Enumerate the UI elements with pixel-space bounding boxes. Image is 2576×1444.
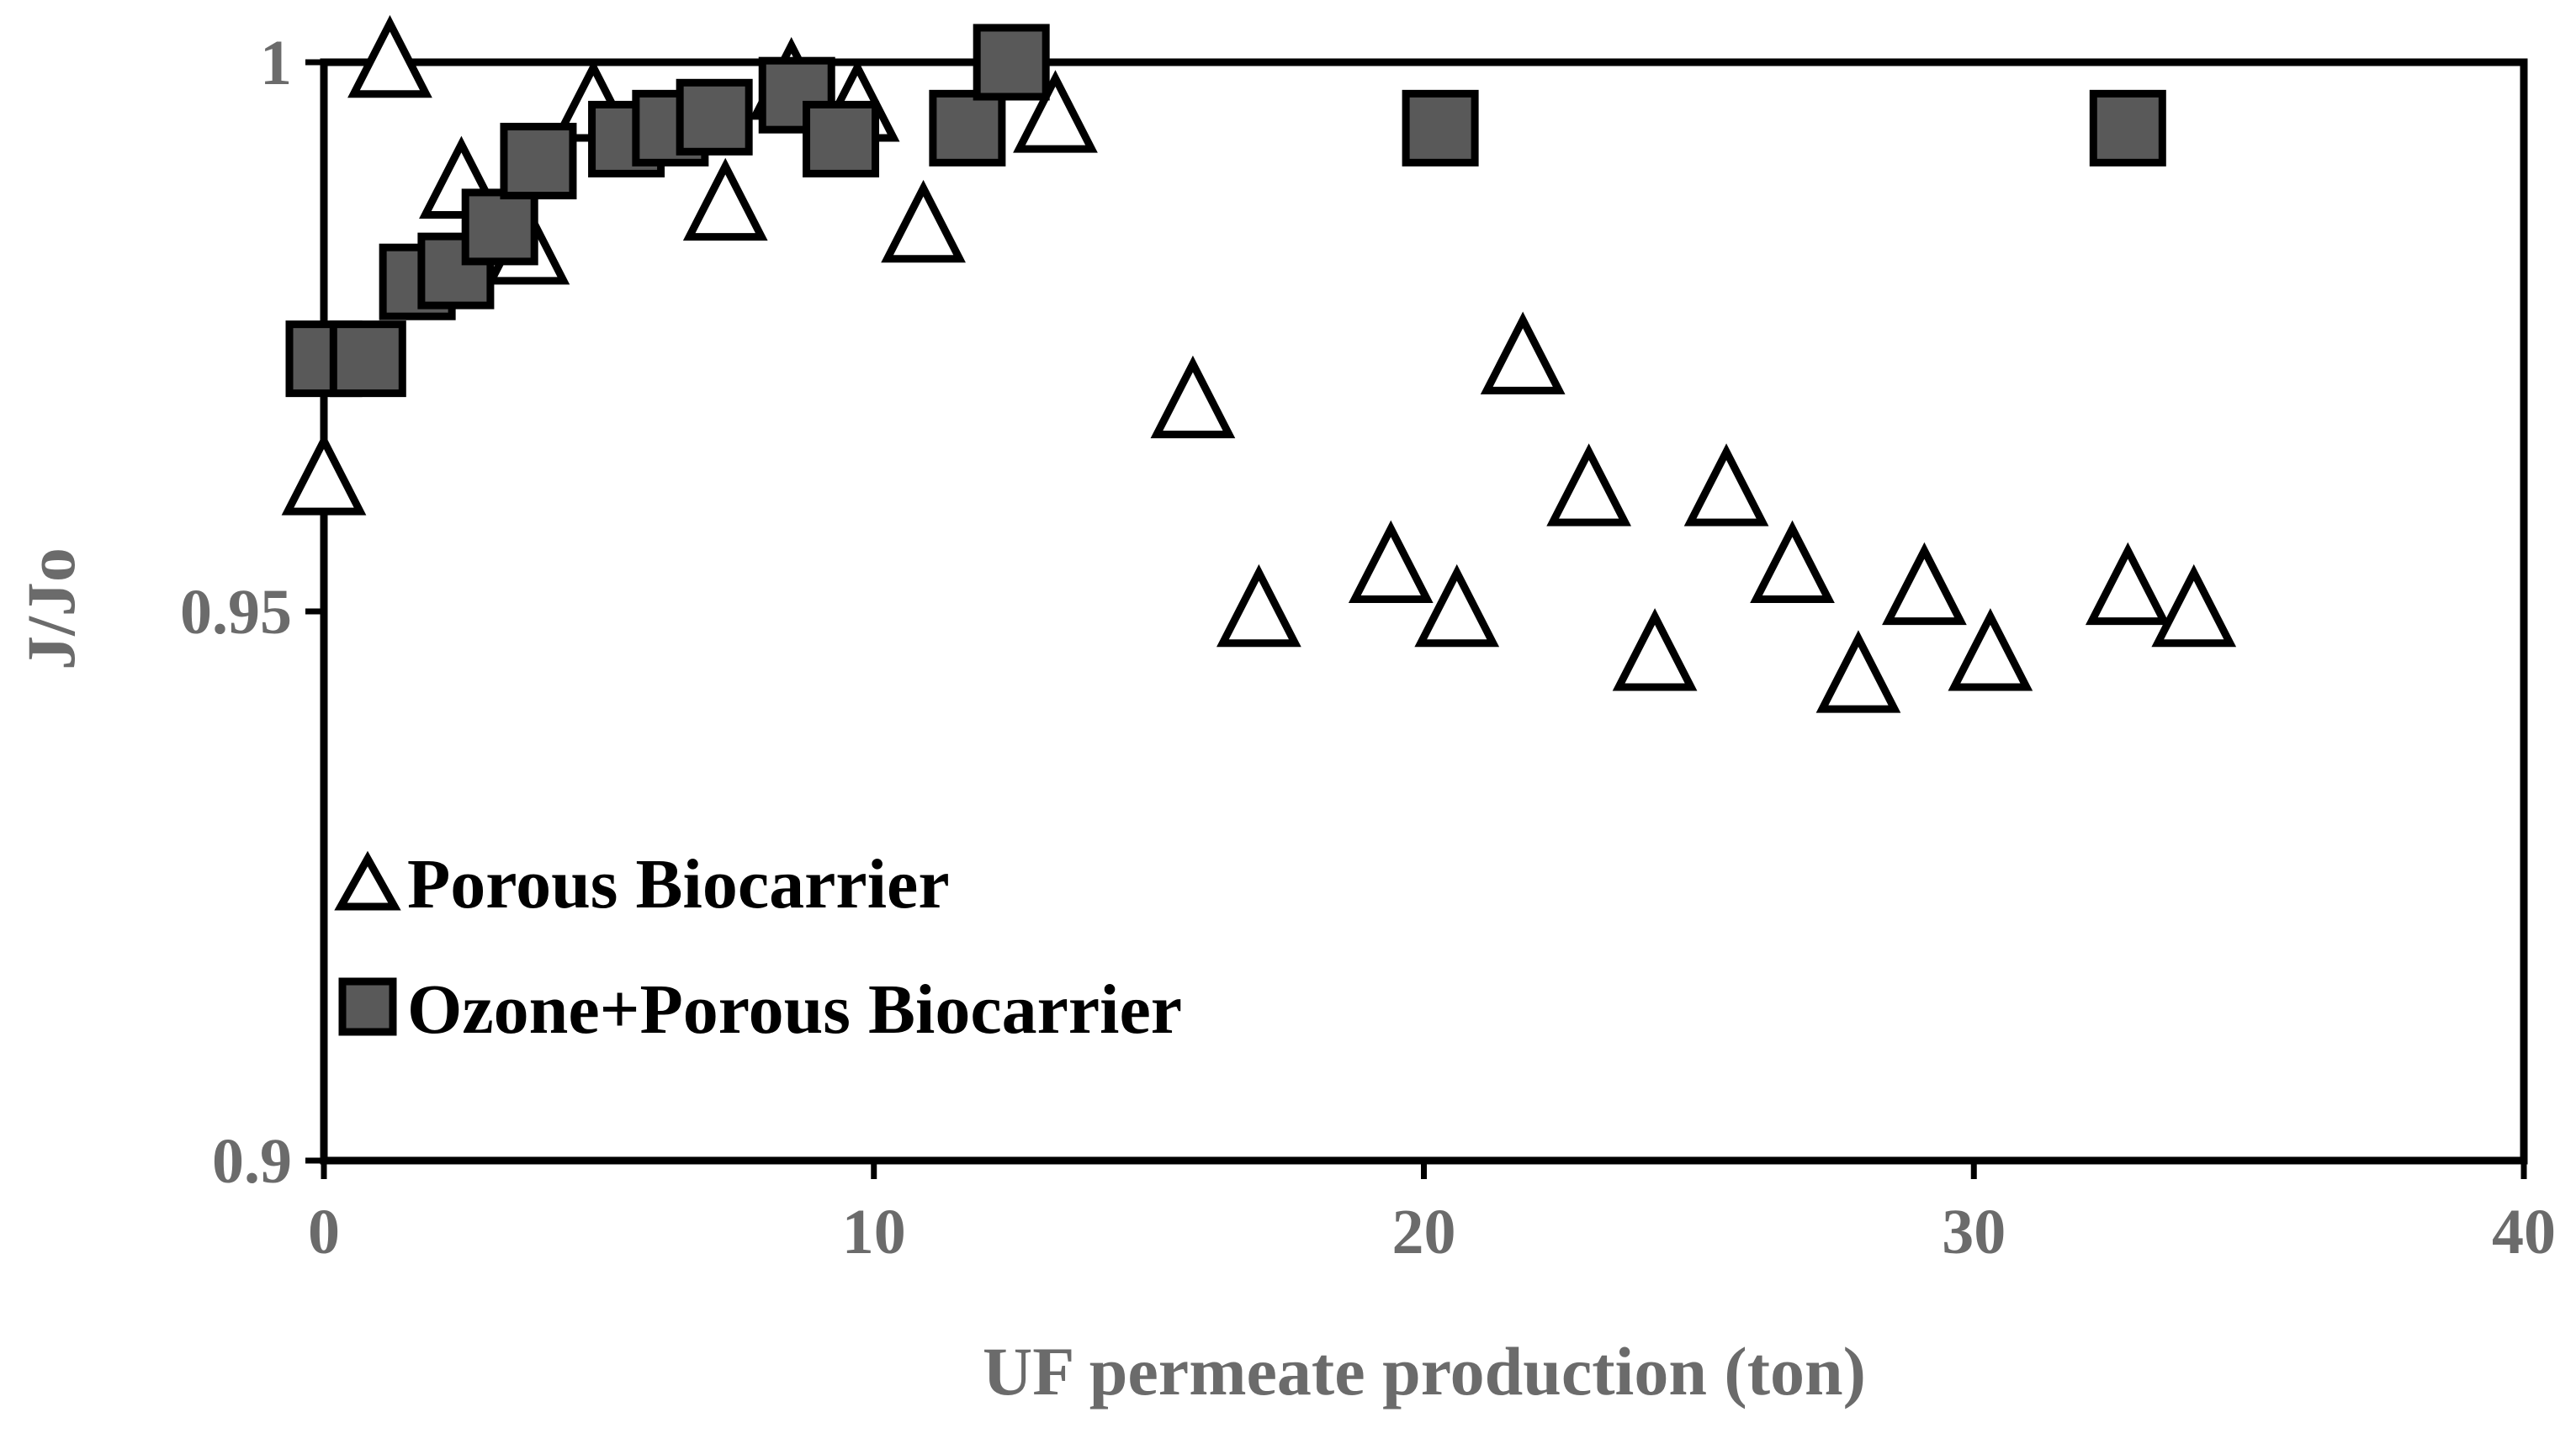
data-point-triangle	[1414, 563, 1500, 648]
x-axis-ticks: 0 10 20 30 40	[308, 1161, 2556, 1267]
x-tick-label: 0	[308, 1197, 340, 1267]
y-tick-label: 0.9	[212, 1126, 292, 1197]
data-point-square	[329, 320, 406, 398]
data-point-triangle	[1150, 355, 1236, 439]
data-point-triangle	[347, 14, 432, 98]
data-point-triangle	[1480, 311, 1566, 394]
series-ozone-porous-biocarrier	[285, 24, 2166, 398]
data-point-square	[1402, 89, 1479, 167]
data-point-square	[803, 100, 880, 177]
data-point-triangle	[1348, 520, 1434, 604]
legend-marker-square	[338, 977, 397, 1036]
data-point-triangle	[1750, 520, 1835, 604]
data-point-triangle	[881, 179, 966, 263]
data-point-square	[929, 89, 1006, 167]
data-point-triangle	[1683, 443, 1769, 526]
legend-label-ozone-porous-biocarrier: Ozone+Porous Biocarrier	[407, 971, 1182, 1049]
data-point-triangle	[1612, 608, 1698, 691]
data-point-triangle	[1882, 542, 1967, 626]
y-axis-title: J/Jo	[13, 547, 89, 670]
data-point-triangle	[1216, 563, 1301, 648]
data-point-triangle	[281, 432, 367, 516]
data-point-triangle	[1948, 608, 2033, 691]
data-point-triangle	[1013, 70, 1098, 153]
y-axis-ticks: 0.9 0.95 1	[180, 28, 324, 1197]
x-tick-label: 10	[842, 1197, 906, 1267]
legend-label-porous-biocarrier: Porous Biocarrier	[407, 845, 950, 923]
data-point-triangle	[682, 157, 768, 241]
x-tick-label: 30	[1942, 1197, 2006, 1267]
data-point-triangle	[2151, 563, 2237, 648]
data-point-triangle	[1546, 443, 1631, 526]
x-axis-title: UF permeate production (ton)	[983, 1333, 1866, 1410]
x-tick-label: 40	[2492, 1197, 2556, 1267]
data-point-square	[2089, 89, 2166, 167]
data-point-triangle	[2085, 542, 2171, 626]
y-tick-label: 1	[260, 28, 292, 98]
legend-marker-triangle	[334, 850, 401, 911]
legend: Porous Biocarrier Ozone+Porous Biocarrie…	[334, 845, 1182, 1049]
data-point-triangle	[1815, 630, 1901, 713]
data-point-square	[973, 24, 1050, 101]
data-point-square	[461, 188, 538, 266]
data-point-square	[676, 78, 753, 156]
y-tick-label: 0.95	[180, 577, 292, 648]
data-point-square	[500, 123, 577, 200]
data-point-square	[417, 232, 495, 309]
x-tick-label: 20	[1392, 1197, 1456, 1267]
